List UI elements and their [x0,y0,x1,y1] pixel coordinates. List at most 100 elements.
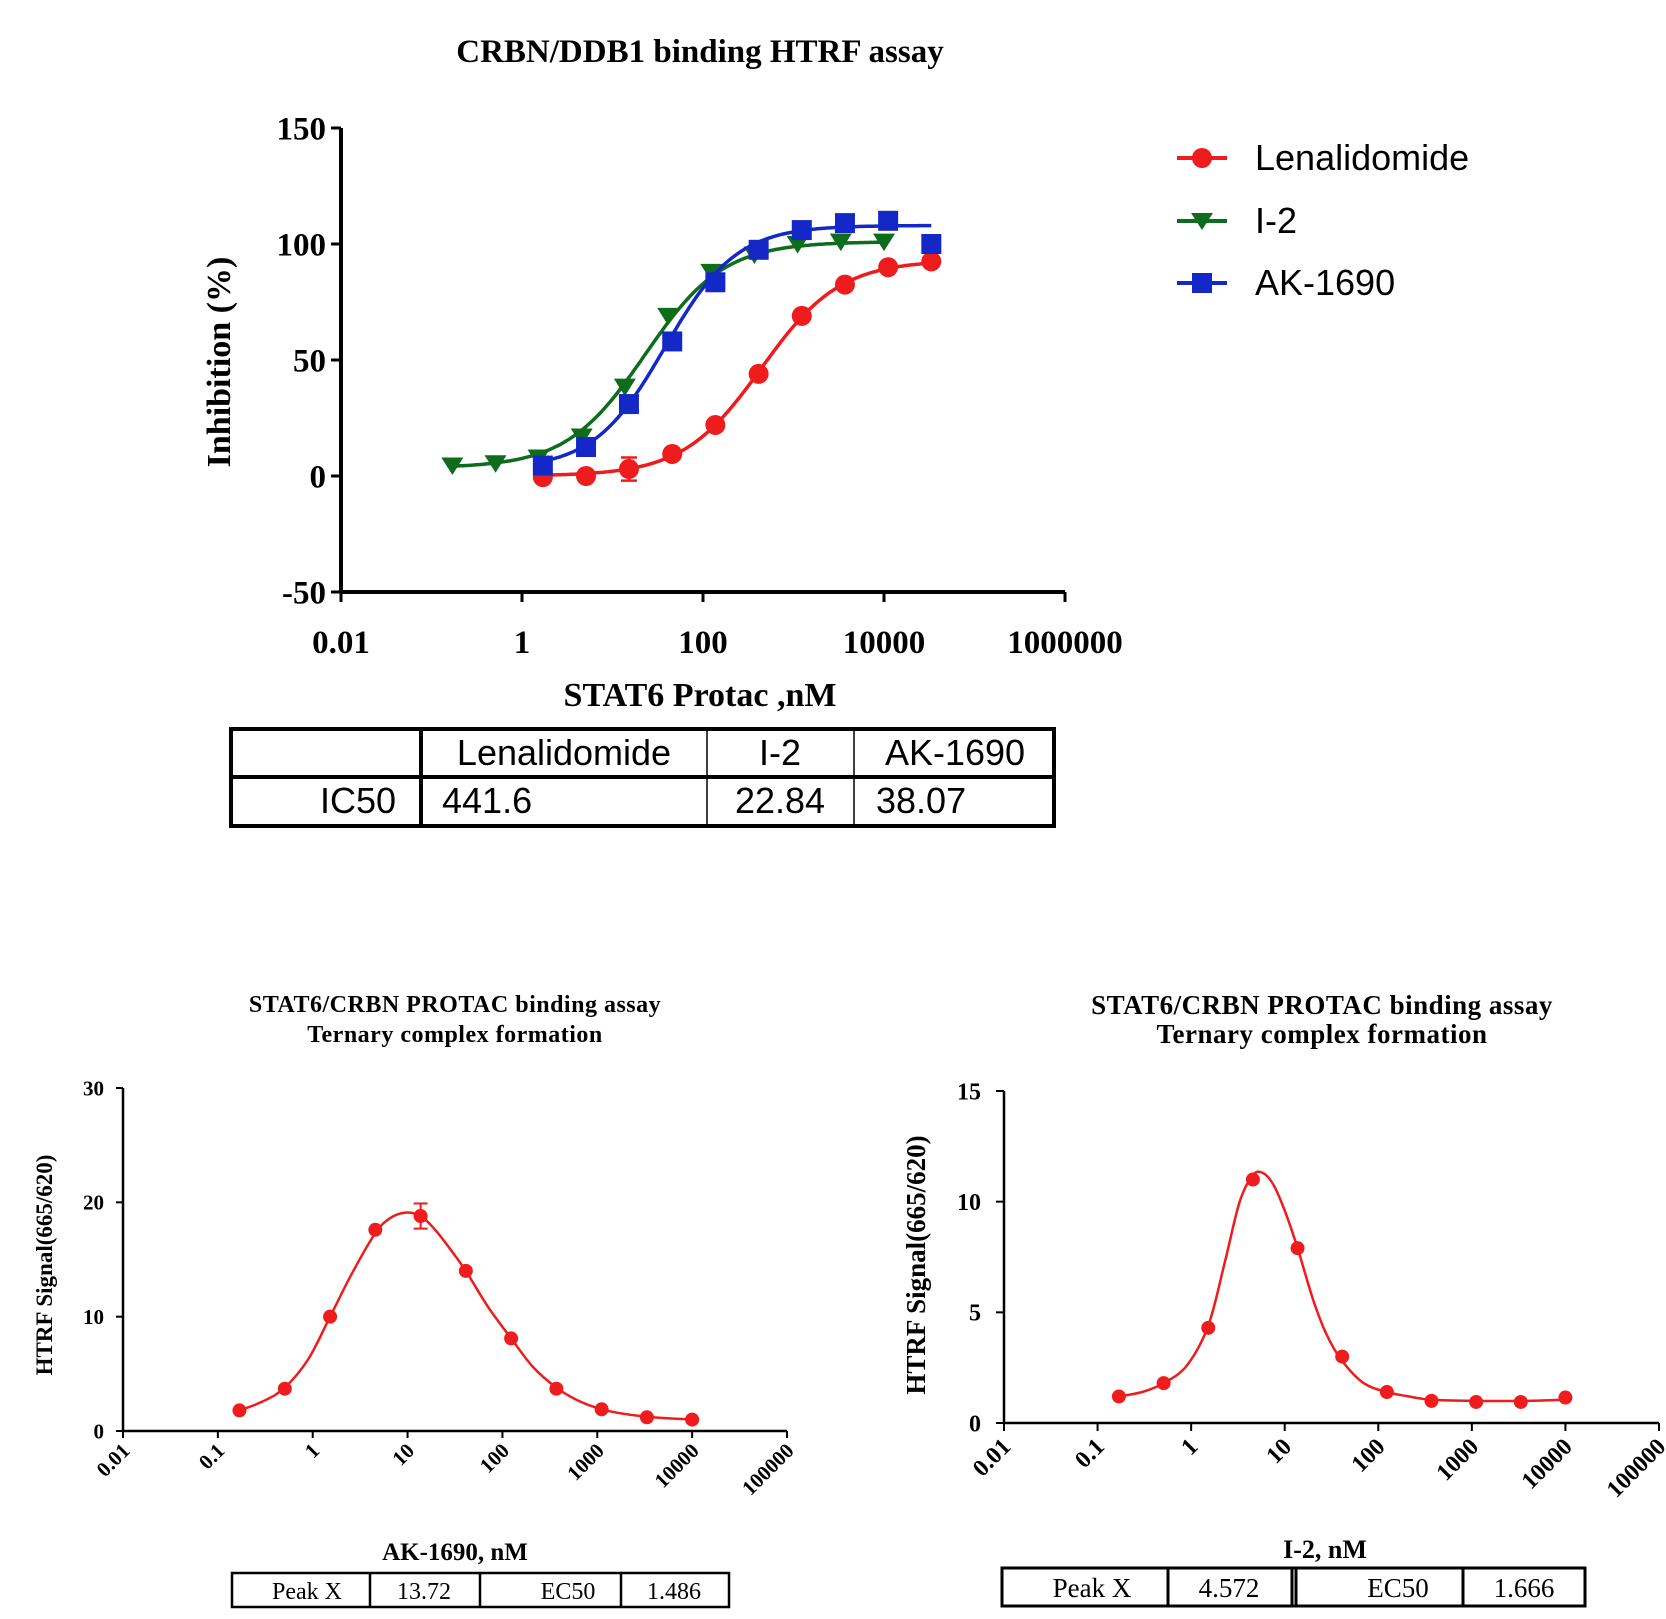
chart1-y-axis-label: Inhibition (%) [201,257,238,468]
data-point-ak1690 [791,220,812,241]
chart3-stats-table: Peak X 4.572 EC50 1.666 [1000,1566,1587,1608]
chart3-ec50-label: EC50 [1367,1573,1429,1603]
data-point-ak1690 [639,1410,654,1425]
data-point-lenalidomide [576,466,597,486]
data-point-ak1690 [576,437,597,457]
data-point-i2 [1558,1390,1573,1405]
y-tick-label: 20 [83,1191,104,1215]
x-tick-label: 1000 [1432,1434,1484,1486]
chart3-subtitle: Ternary complex formation [1157,1019,1488,1049]
data-point-ak1690 [504,1331,519,1346]
y-tick-label: 5 [969,1301,981,1327]
data-point-lenalidomide [921,251,942,272]
data-point-ak1690 [277,1381,292,1396]
data-point-ak1690 [323,1309,338,1324]
data-point-i2 [1156,1376,1171,1391]
data-point-i2 [1111,1389,1126,1404]
ak1690-ternary-chart: STAT6/CRBN PROTAC binding assay Ternary … [32,992,799,1609]
chart3-y-axis-label: HTRF Signal(665/620) [901,1135,931,1394]
chart2-axes [116,1087,788,1438]
x-tick-label: 10000 [1517,1434,1578,1495]
legend-label-lenalidomide: Lenalidomide [1255,137,1469,178]
data-point-i2 [786,236,809,254]
chart2-peak-label: Peak X [272,1579,342,1605]
y-tick-label: 30 [83,1076,104,1100]
chart3-axes [996,1090,1660,1431]
chart2-stats-table: Peak X 13.72 EC50 1.486 [230,1571,731,1609]
x-tick-label: 0.01 [968,1434,1016,1482]
y-tick-label: 0 [94,1419,105,1443]
chart1-x-axis-label: STAT6 Protac ,nM [564,677,837,714]
legend-label-i2: I-2 [1255,200,1297,241]
fit-curve-ak1690 [239,1211,693,1421]
x-tick-label: 10000 [843,625,926,661]
ic50-header-ak1690: AK-1690 [885,732,1025,773]
chart1-series [441,210,942,488]
x-tick-label: 100 [1347,1434,1391,1478]
x-tick-label: 100000 [737,1439,799,1501]
data-point-ak1690 [662,331,683,352]
data-point-ak1690 [232,1403,247,1418]
data-point-i2 [1424,1393,1439,1408]
chart2-y-axis-label: HTRF Signal(665/620) [32,1155,57,1376]
data-point-ak1690 [834,213,855,234]
data-point-lenalidomide [662,443,683,464]
x-tick-label: 1 [514,625,531,661]
x-tick-label: 1 [300,1439,324,1463]
x-tick-label: 1 [1177,1434,1204,1461]
y-tick-label: 10 [957,1190,981,1216]
chart2-series [232,1202,700,1427]
ic50-row-label: IC50 [320,780,396,821]
data-point-lenalidomide [791,305,812,326]
data-point-ak1690 [368,1222,383,1237]
i2-ternary-chart: STAT6/CRBN PROTAC binding assay Ternary … [901,990,1666,1608]
x-tick-label: 0.1 [194,1439,230,1475]
chart1-axes [331,126,1067,602]
y-tick-label: 150 [277,112,327,148]
data-point-i2 [613,378,636,397]
x-tick-label: 10 [387,1439,419,1471]
chart2-title: STAT6/CRBN PROTAC binding assay [249,992,661,1018]
fit-curve-i2 [452,240,884,468]
x-tick-label: 0.1 [1070,1434,1110,1474]
x-tick-label: 10 [1262,1434,1297,1469]
chart2-ec50-value: 1.486 [647,1579,701,1605]
x-tick-label: 0.01 [312,625,370,661]
y-tick-label: 100 [277,228,327,264]
data-point-i2 [1245,1172,1260,1187]
x-tick-label: 100000 [1602,1434,1666,1503]
data-point-i2 [657,307,680,326]
data-point-ak1690 [532,455,553,476]
data-point-lenalidomide [748,363,769,384]
chart3-peak-label: Peak X [1053,1573,1132,1603]
ic50-header-lenalidomide: Lenalidomide [457,732,671,773]
ic50-table: Lenalidomide I-2 AK-1690 IC50 441.6 22.8… [229,727,1056,828]
fit-curve-i2 [1118,1170,1566,1403]
x-tick-label: 1000 [562,1439,609,1486]
x-tick-label: 100 [475,1439,514,1478]
y-tick-label: 0 [969,1411,981,1437]
x-tick-label: 100 [678,625,728,661]
data-point-i2 [441,457,464,476]
inhibition-chart: CRBN/DDB1 binding HTRF assay Inhibition … [201,34,1469,828]
data-point-i2 [1290,1241,1305,1256]
chart1-tick-labels: -50 0 50 100 150 0.01 1 100 10000 1000000 [277,112,1123,661]
y-tick-label: 10 [83,1305,104,1329]
data-point-i2 [1513,1394,1528,1409]
data-point-lenalidomide [705,414,726,435]
data-point-i2 [873,233,895,252]
ic50-value-ak1690: 38.07 [876,780,966,821]
data-point-ak1690 [921,234,942,254]
data-point-ak1690 [878,210,899,231]
chart3-x-axis-label: I-2, nM [1283,1535,1367,1564]
y-tick-label: 0 [310,460,327,496]
legend-label-ak1690: AK-1690 [1255,262,1395,303]
data-point-lenalidomide [618,459,639,480]
data-point-ak1690 [618,394,639,415]
x-tick-label: 10000 [650,1439,704,1493]
data-point-lenalidomide [878,257,899,278]
data-point-i2 [829,233,852,252]
legend-marker-lenalidomide [1192,148,1212,168]
data-point-lenalidomide [834,274,855,295]
